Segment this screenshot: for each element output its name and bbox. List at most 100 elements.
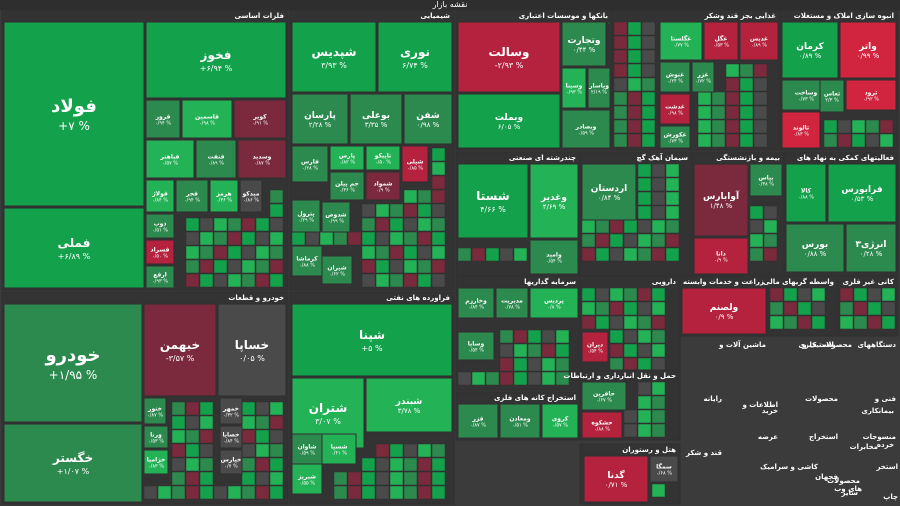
filler-tile[interactable] — [609, 287, 624, 302]
filler-tile[interactable] — [417, 231, 432, 246]
filler-tile[interactable] — [651, 343, 666, 358]
filler-tile[interactable] — [753, 133, 768, 148]
filler-tile[interactable] — [837, 133, 852, 148]
filler-tile[interactable] — [623, 343, 638, 358]
filler-tile[interactable] — [347, 231, 362, 246]
filler-tile[interactable] — [623, 329, 638, 344]
filler-tile[interactable] — [651, 233, 666, 248]
filler-tile[interactable] — [739, 119, 754, 134]
filler-tile[interactable] — [581, 315, 596, 330]
stock-tile[interactable] — [3, 207, 145, 289]
filler-tile[interactable] — [199, 415, 214, 430]
filler-tile[interactable] — [213, 245, 228, 260]
filler-tile[interactable] — [171, 471, 186, 486]
filler-tile[interactable] — [241, 443, 256, 458]
filler-tile[interactable] — [305, 231, 320, 246]
filler-tile[interactable] — [227, 259, 242, 274]
filler-tile[interactable] — [269, 457, 284, 472]
filler-tile[interactable] — [171, 415, 186, 430]
stock-tile[interactable] — [691, 61, 715, 93]
filler-tile[interactable] — [255, 401, 270, 416]
stock-tile[interactable] — [561, 109, 611, 149]
stock-tile[interactable] — [827, 163, 897, 223]
stock-tile[interactable] — [457, 287, 495, 319]
stock-tile[interactable] — [321, 255, 353, 285]
filler-tile[interactable] — [641, 35, 656, 50]
stock-tile[interactable] — [739, 21, 779, 61]
filler-tile[interactable] — [255, 471, 270, 486]
stock-tile[interactable] — [143, 449, 169, 475]
filler-tile[interactable] — [171, 401, 186, 416]
filler-tile[interactable] — [241, 217, 256, 232]
filler-tile[interactable] — [637, 423, 652, 438]
stock-tile[interactable] — [143, 425, 169, 449]
filler-tile[interactable] — [269, 443, 284, 458]
filler-tile[interactable] — [665, 177, 680, 192]
stock-tile[interactable] — [693, 237, 749, 275]
stock-tile[interactable] — [291, 145, 329, 183]
filler-tile[interactable] — [213, 259, 228, 274]
filler-tile[interactable] — [227, 245, 242, 260]
filler-tile[interactable] — [417, 189, 432, 204]
stock-tile[interactable] — [529, 239, 579, 275]
filler-tile[interactable] — [241, 401, 256, 416]
filler-tile[interactable] — [431, 273, 446, 288]
stock-tile[interactable] — [785, 163, 827, 223]
filler-tile[interactable] — [185, 457, 200, 472]
filler-tile[interactable] — [499, 247, 514, 262]
filler-tile[interactable] — [269, 259, 284, 274]
filler-tile[interactable] — [199, 245, 214, 260]
filler-tile[interactable] — [881, 287, 896, 302]
filler-tile[interactable] — [797, 301, 812, 316]
filler-tile[interactable] — [431, 147, 446, 162]
filler-tile[interactable] — [637, 315, 652, 330]
filler-tile[interactable] — [711, 105, 726, 120]
filler-tile[interactable] — [417, 259, 432, 274]
filler-tile[interactable] — [753, 77, 768, 92]
filler-tile[interactable] — [613, 91, 628, 106]
filler-tile[interactable] — [637, 409, 652, 424]
stock-tile[interactable] — [217, 303, 287, 397]
filler-tile[interactable] — [269, 429, 284, 444]
stock-tile[interactable] — [145, 99, 181, 139]
filler-tile[interactable] — [403, 259, 418, 274]
filler-tile[interactable] — [753, 63, 768, 78]
stock-tile[interactable] — [377, 21, 453, 93]
filler-tile[interactable] — [581, 301, 596, 316]
filler-tile[interactable] — [513, 371, 528, 386]
filler-tile[interactable] — [839, 287, 854, 302]
filler-tile[interactable] — [613, 35, 628, 50]
filler-tile[interactable] — [255, 273, 270, 288]
stock-tile[interactable] — [401, 145, 429, 183]
filler-tile[interactable] — [623, 357, 638, 372]
filler-tile[interactable] — [185, 273, 200, 288]
filler-tile[interactable] — [361, 203, 376, 218]
filler-tile[interactable] — [783, 301, 798, 316]
filler-tile[interactable] — [241, 259, 256, 274]
stock-tile[interactable] — [365, 145, 401, 171]
filler-tile[interactable] — [665, 163, 680, 178]
filler-tile[interactable] — [417, 485, 432, 500]
filler-tile[interactable] — [375, 203, 390, 218]
stock-tile[interactable] — [495, 287, 529, 319]
stock-tile[interactable] — [749, 163, 783, 197]
stock-tile[interactable] — [659, 61, 691, 93]
filler-tile[interactable] — [241, 471, 256, 486]
filler-tile[interactable] — [403, 443, 418, 458]
stock-tile[interactable] — [3, 303, 143, 423]
stock-tile[interactable] — [581, 163, 637, 221]
filler-tile[interactable] — [185, 443, 200, 458]
filler-tile[interactable] — [609, 329, 624, 344]
stock-tile[interactable] — [581, 411, 623, 439]
filler-tile[interactable] — [185, 471, 200, 486]
filler-tile[interactable] — [623, 233, 638, 248]
filler-tile[interactable] — [199, 259, 214, 274]
filler-tile[interactable] — [333, 485, 348, 500]
filler-tile[interactable] — [471, 247, 486, 262]
filler-tile[interactable] — [241, 457, 256, 472]
filler-tile[interactable] — [613, 105, 628, 120]
filler-tile[interactable] — [269, 189, 284, 204]
filler-tile[interactable] — [199, 471, 214, 486]
filler-tile[interactable] — [227, 231, 242, 246]
filler-tile[interactable] — [697, 105, 712, 120]
